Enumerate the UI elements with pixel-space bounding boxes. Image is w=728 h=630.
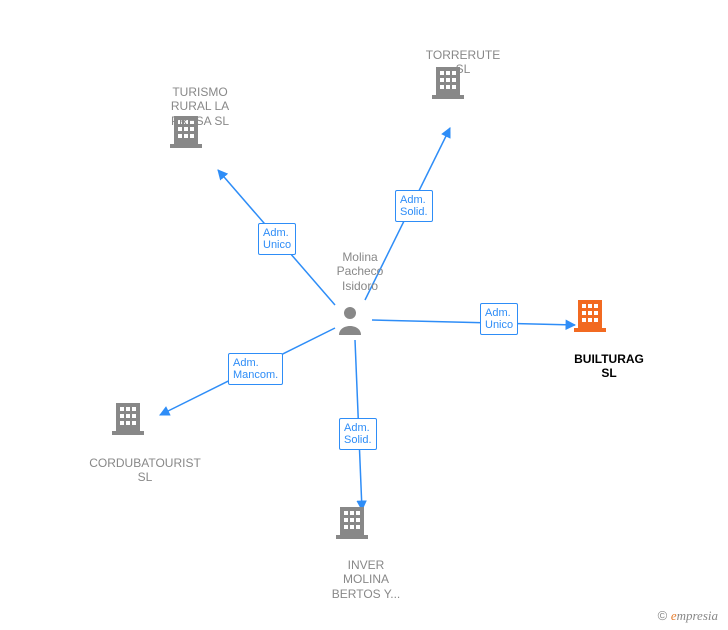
company-node-label: BUILTURAG SL [564,352,654,381]
edge-label: Adm. Solid. [339,418,377,450]
building-icon [336,505,368,539]
edge-label: Adm. Unico [480,303,518,335]
center-node-label: Molina Pacheco Isidoro [330,250,390,293]
edge-label: Adm. Unico [258,223,296,255]
company-node-label: TURISMO RURAL LA PRESA SL [155,85,245,128]
edge-line [372,320,575,325]
building-icon [574,298,606,332]
company-node-label: INVER MOLINA BERTOS Y... [320,558,412,601]
brand-rest: mpresia [677,608,718,623]
company-node-label: TORRERUTE SL [418,48,508,77]
edge-label: Adm. Mancom. [228,353,283,385]
copyright-symbol: © [658,608,668,623]
person-icon [337,305,363,340]
building-icon [112,401,144,435]
copyright: © empresia [658,608,718,624]
company-node-label: CORDUBATOURIST SL [80,456,210,485]
edge-label: Adm. Solid. [395,190,433,222]
